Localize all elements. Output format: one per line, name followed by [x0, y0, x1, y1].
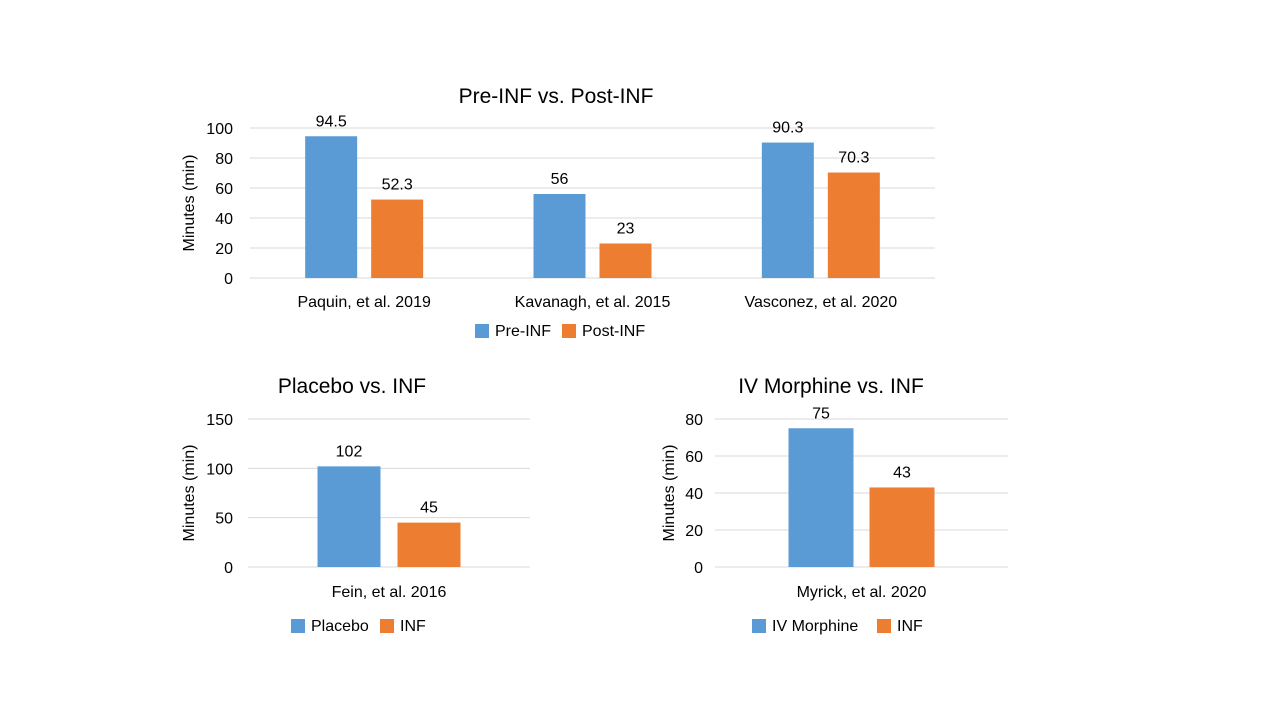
legend-label: INF	[400, 618, 426, 635]
data-label: 45	[420, 500, 438, 517]
legend-swatch	[752, 619, 766, 633]
legend-label: INF	[897, 618, 923, 635]
chart-1: Pre-INF vs. Post-INF 0 20 40 60 80 100 Minutes …	[181, 85, 935, 340]
chart-title: Placebo vs. INF	[278, 375, 426, 398]
chart-2: Placebo vs. INF 0 50 100 150 Minutes (min) 102…	[181, 375, 530, 635]
y-tick-label: 150	[206, 412, 233, 429]
bar	[761, 142, 814, 278]
data-label: 56	[551, 171, 569, 188]
chart-3: IV Morphine vs. INF 0 20 40 60 80 Minutes (min…	[661, 375, 1008, 635]
data-label: 43	[893, 464, 911, 481]
chart-title: IV Morphine vs. INF	[738, 375, 924, 398]
y-tick-label: 60	[685, 449, 703, 466]
bar	[599, 243, 652, 278]
bar	[869, 487, 935, 567]
y-axis-label: Minutes (min)	[661, 445, 678, 542]
legend-label: Placebo	[311, 618, 369, 635]
data-label: 23	[617, 221, 635, 238]
category-label: Vasconez, et al. 2020	[744, 294, 897, 311]
y-tick-label: 40	[685, 486, 703, 503]
data-label: 70.3	[838, 150, 869, 167]
category-label: Myrick, et al. 2020	[797, 584, 927, 601]
category-label: Fein, et al. 2016	[332, 584, 447, 601]
y-axis-label: Minutes (min)	[181, 445, 198, 542]
y-tick-label: 50	[215, 511, 233, 528]
legend-swatch	[291, 619, 305, 633]
y-tick-label: 80	[215, 151, 233, 168]
y-tick-label: 20	[215, 241, 233, 258]
y-axis-label: Minutes (min)	[181, 155, 198, 252]
bar	[317, 466, 381, 567]
y-tick-label: 100	[206, 461, 233, 478]
bar	[305, 136, 358, 278]
y-tick-label: 60	[215, 181, 233, 198]
data-label: 75	[812, 405, 830, 422]
legend-swatch	[562, 324, 576, 338]
y-tick-label: 0	[224, 271, 233, 288]
bar	[371, 199, 424, 278]
category-label: Paquin, et al. 2019	[297, 294, 431, 311]
y-tick-label: 20	[685, 523, 703, 540]
bar	[788, 428, 854, 567]
bar	[533, 194, 586, 278]
y-tick-label: 0	[224, 560, 233, 577]
legend-swatch	[877, 619, 891, 633]
bar	[827, 172, 880, 278]
y-tick-label: 40	[215, 211, 233, 228]
data-label: 52.3	[382, 177, 413, 194]
data-label: 102	[336, 443, 363, 460]
legend-swatch	[475, 324, 489, 338]
chart-title: Pre-INF vs. Post-INF	[459, 85, 654, 108]
data-label: 94.5	[316, 113, 347, 130]
legend-label: Pre-INF	[495, 323, 551, 340]
legend-swatch	[380, 619, 394, 633]
category-label: Kavanagh, et al. 2015	[515, 294, 671, 311]
y-tick-label: 0	[694, 560, 703, 577]
y-tick-label: 80	[685, 412, 703, 429]
bar	[397, 522, 461, 567]
legend-label: Post-INF	[582, 323, 645, 340]
data-label: 90.3	[772, 120, 803, 137]
y-tick-label: 100	[206, 121, 233, 138]
legend-label: IV Morphine	[772, 618, 858, 635]
